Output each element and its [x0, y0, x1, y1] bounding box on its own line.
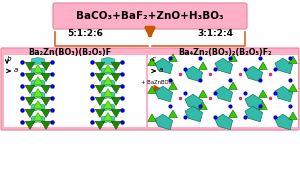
Polygon shape [25, 85, 35, 94]
Polygon shape [101, 91, 115, 99]
Polygon shape [31, 80, 45, 87]
Polygon shape [275, 114, 292, 130]
Text: Ba₄Zn₂(BO₃)₂(B₂O₅)F₂: Ba₄Zn₂(BO₃)₂(B₂O₅)F₂ [178, 49, 272, 57]
Polygon shape [33, 112, 43, 121]
Text: b: b [7, 56, 11, 62]
Polygon shape [31, 57, 45, 65]
Text: 5:1:2:6: 5:1:2:6 [67, 29, 103, 37]
Polygon shape [199, 102, 207, 109]
Polygon shape [289, 112, 297, 119]
Polygon shape [41, 73, 51, 81]
Polygon shape [95, 97, 105, 105]
Polygon shape [31, 91, 45, 99]
Polygon shape [155, 86, 172, 102]
Polygon shape [31, 115, 45, 123]
FancyBboxPatch shape [1, 48, 299, 130]
Text: Ba₂Zn(BO₃)(B₂O₅)F: Ba₂Zn(BO₃)(B₂O₅)F [28, 49, 112, 57]
Polygon shape [41, 62, 51, 70]
Text: a: a [14, 67, 18, 73]
Polygon shape [148, 114, 156, 122]
Polygon shape [259, 62, 267, 70]
Polygon shape [169, 54, 177, 61]
Polygon shape [41, 109, 51, 118]
Polygon shape [169, 110, 177, 118]
Polygon shape [31, 104, 45, 111]
Polygon shape [229, 54, 237, 61]
Polygon shape [245, 66, 262, 82]
Polygon shape [31, 67, 45, 75]
Polygon shape [103, 77, 113, 85]
Bar [4, 55, 146, 127]
Polygon shape [215, 114, 232, 130]
Polygon shape [101, 67, 115, 75]
Polygon shape [101, 80, 115, 87]
Text: c: c [152, 56, 156, 62]
Polygon shape [41, 97, 51, 105]
Text: a: a [159, 67, 163, 73]
Polygon shape [95, 73, 105, 81]
Polygon shape [148, 58, 156, 66]
Polygon shape [25, 97, 35, 105]
Polygon shape [199, 62, 207, 70]
Polygon shape [25, 109, 35, 118]
Polygon shape [155, 58, 172, 74]
Polygon shape [95, 85, 105, 94]
Polygon shape [245, 106, 262, 122]
Polygon shape [103, 88, 113, 97]
Polygon shape [25, 62, 35, 70]
Polygon shape [289, 84, 297, 91]
Polygon shape [169, 82, 177, 90]
Polygon shape [111, 62, 121, 70]
Polygon shape [245, 94, 262, 110]
Polygon shape [111, 97, 121, 105]
Polygon shape [95, 62, 105, 70]
Polygon shape [111, 109, 121, 118]
Polygon shape [111, 121, 121, 129]
Text: BaCO₃+BaF₂+ZnO+H₃BO₃: BaCO₃+BaF₂+ZnO+H₃BO₃ [76, 11, 224, 21]
Polygon shape [95, 109, 105, 118]
Polygon shape [185, 94, 202, 110]
Polygon shape [185, 106, 202, 122]
Polygon shape [33, 88, 43, 97]
Polygon shape [148, 86, 156, 94]
Text: + BaZnBO₃F: + BaZnBO₃F [141, 80, 173, 85]
Polygon shape [101, 115, 115, 123]
Polygon shape [259, 90, 267, 98]
Polygon shape [111, 85, 121, 94]
Polygon shape [41, 121, 51, 129]
Polygon shape [185, 66, 202, 82]
Polygon shape [103, 101, 113, 109]
Text: 3:1:2:4: 3:1:2:4 [197, 29, 233, 37]
Polygon shape [229, 110, 237, 118]
Polygon shape [215, 58, 232, 74]
Polygon shape [275, 58, 292, 74]
Polygon shape [111, 73, 121, 81]
Polygon shape [25, 121, 35, 129]
Polygon shape [229, 82, 237, 90]
Bar [148, 55, 298, 127]
Polygon shape [33, 101, 43, 109]
Polygon shape [41, 85, 51, 94]
Polygon shape [275, 86, 292, 102]
Polygon shape [101, 104, 115, 111]
Polygon shape [33, 77, 43, 85]
Polygon shape [103, 64, 113, 73]
Polygon shape [33, 64, 43, 73]
Polygon shape [101, 57, 115, 65]
Polygon shape [215, 86, 232, 102]
Polygon shape [95, 121, 105, 129]
Polygon shape [289, 56, 297, 64]
Polygon shape [199, 90, 207, 98]
FancyBboxPatch shape [53, 3, 247, 29]
Polygon shape [25, 73, 35, 81]
Polygon shape [103, 112, 113, 121]
Polygon shape [155, 114, 172, 130]
Polygon shape [259, 102, 267, 109]
